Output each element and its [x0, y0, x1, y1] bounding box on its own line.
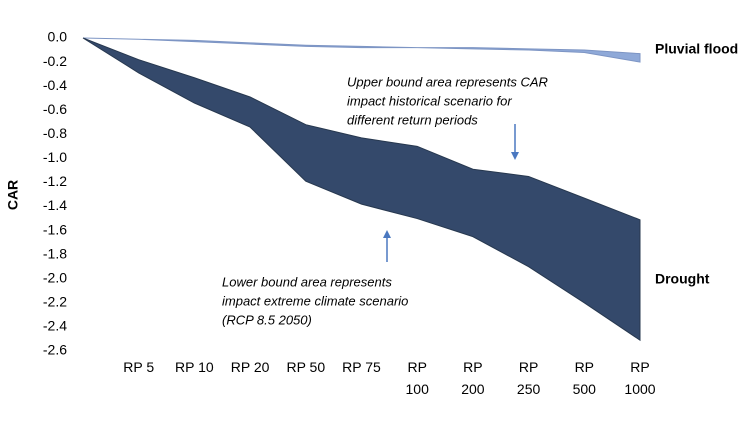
annotation: (RCP 8.5 2050) [222, 312, 312, 327]
arrow-head [383, 230, 391, 238]
band-area [82, 37, 641, 342]
y-axis-label: CAR [5, 180, 21, 210]
band-area [82, 37, 641, 63]
annotation: different return periods [347, 112, 478, 127]
y-tick-label: -1.4 [43, 197, 67, 213]
y-tick-label: -1.2 [43, 173, 67, 189]
y-tick-label: -1.0 [43, 149, 67, 165]
x-tick-label: RP 5 [123, 359, 155, 375]
y-tick-label: -0.6 [43, 101, 67, 117]
annotation: Lower bound area represents [222, 274, 392, 289]
x-tick-label: RP 250 [516, 359, 541, 397]
y-tick-label: -0.8 [43, 125, 67, 141]
x-tick-label: RP 10 [175, 359, 214, 375]
y-tick-label: 0.0 [48, 29, 68, 45]
x-tick-label: RP 500 [572, 359, 596, 397]
x-tick-label: RP 1000 [624, 359, 656, 397]
y-tick-label: -2.6 [43, 342, 67, 358]
y-tick-label: -2.2 [43, 294, 67, 310]
series-label: Drought [655, 271, 710, 287]
x-tick-label: RP 20 [230, 359, 270, 375]
y-tick-label: -1.6 [43, 221, 67, 237]
x-tick-label: RP 200 [461, 359, 485, 397]
y-tick-label: -0.2 [43, 53, 67, 69]
y-tick-label: -2.4 [43, 318, 67, 334]
x-tick-label: RP 50 [286, 359, 326, 375]
annotation: impact extreme climate scenario [222, 293, 408, 308]
arrow-head [511, 152, 519, 160]
y-tick-label: -0.4 [43, 77, 67, 93]
y-tick-label: -1.8 [43, 245, 67, 261]
y-tick-label: -2.0 [43, 269, 67, 285]
annotation: impact historical scenario for [347, 93, 512, 108]
series-label: Pluvial flood [655, 41, 738, 57]
annotation: Upper bound area represents CAR [347, 74, 548, 89]
x-tick-label: RP 75 [342, 359, 381, 375]
x-tick-label: RP 100 [405, 359, 429, 397]
